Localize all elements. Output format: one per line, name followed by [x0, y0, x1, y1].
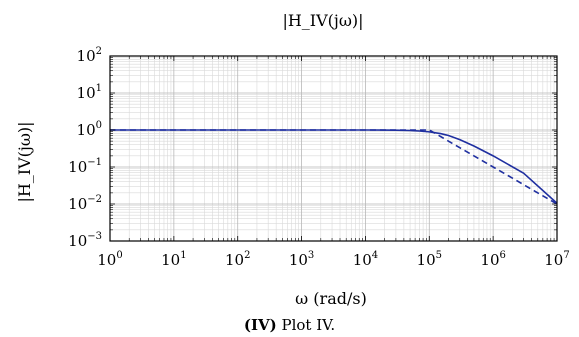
x-tick-label: 101 [161, 250, 186, 269]
x-tick-label: 103 [289, 250, 314, 269]
tick-base: 10 [417, 251, 436, 269]
y-tick-label: 10−3 [68, 231, 102, 250]
tick-base: 10 [161, 251, 180, 269]
tick-base: 10 [68, 195, 87, 213]
series-layer [110, 129, 558, 205]
tick-base: 10 [77, 121, 96, 139]
y-tick-label: 10−2 [68, 194, 102, 213]
x-tick-label: 105 [417, 250, 442, 269]
tick-base: 10 [68, 232, 87, 250]
tick-base: 10 [544, 251, 563, 269]
tick-marks [109, 55, 558, 242]
tick-exponent: −1 [87, 157, 102, 168]
y-tick-label: 102 [77, 46, 102, 65]
x-tick-label: 106 [480, 250, 505, 269]
tick-exponent: −2 [87, 194, 102, 205]
tick-exponent: 2 [96, 46, 102, 57]
tick-exponent: −3 [87, 231, 102, 242]
tick-base: 10 [77, 47, 96, 65]
tick-exponent: 4 [372, 250, 378, 261]
tick-base: 10 [225, 251, 244, 269]
y-tick-label: 10−1 [68, 157, 102, 176]
asymptote-line [110, 129, 558, 205]
tick-base: 10 [68, 158, 87, 176]
y-axis-label: |H_IV(jω)| [15, 121, 34, 202]
grid-minor [110, 56, 557, 241]
tick-base: 10 [97, 251, 116, 269]
tick-exponent: 7 [563, 250, 569, 261]
x-tick-label: 104 [353, 250, 378, 269]
plot-frame [109, 55, 558, 242]
x-tick-label: 100 [97, 250, 122, 269]
tick-exponent: 3 [308, 250, 314, 261]
caption-text: Plot IV. [281, 316, 336, 334]
x-axis-label: ω (rad/s) [295, 289, 367, 308]
y-tick-label: 100 [77, 120, 102, 139]
x-tick-label: 107 [544, 250, 569, 269]
tick-base: 10 [480, 251, 499, 269]
tick-base: 10 [289, 251, 308, 269]
tick-exponent: 0 [116, 250, 122, 261]
caption-label: (IV) [243, 316, 277, 334]
x-tick-label: 102 [225, 250, 250, 269]
y-tick-label: 101 [77, 83, 102, 102]
tick-exponent: 5 [436, 250, 442, 261]
magnitude-line [110, 129, 558, 204]
tick-exponent: 2 [244, 250, 250, 261]
tick-exponent: 1 [96, 83, 102, 94]
chart-title: |H_IV(jω)| [282, 11, 363, 30]
tick-exponent: 0 [96, 120, 102, 131]
tick-exponent: 1 [180, 250, 186, 261]
tick-exponent: 6 [500, 250, 506, 261]
tick-base: 10 [353, 251, 372, 269]
tick-base: 10 [77, 84, 96, 102]
x-tick-labels: 100 101 102 103 104 105 106 107 [97, 250, 569, 269]
figure-caption: (IV) Plot IV. [0, 316, 579, 334]
